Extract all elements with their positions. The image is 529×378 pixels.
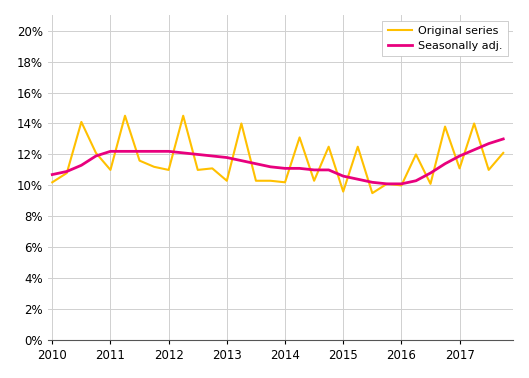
Original series [311, 178, 317, 183]
Original series [166, 168, 172, 172]
Seasonally adj. [267, 164, 273, 169]
Seasonally adj. [457, 154, 463, 158]
Seasonally adj. [384, 181, 390, 186]
Seasonally adj. [253, 161, 259, 166]
Seasonally adj. [325, 168, 332, 172]
Original series [209, 166, 215, 170]
Seasonally adj. [296, 166, 303, 170]
Seasonally adj. [49, 172, 56, 177]
Original series [354, 144, 361, 149]
Original series [253, 178, 259, 183]
Seasonally adj. [413, 178, 419, 183]
Seasonally adj. [354, 177, 361, 181]
Original series [63, 171, 70, 175]
Original series [325, 144, 332, 149]
Seasonally adj. [427, 171, 434, 175]
Original series [384, 181, 390, 186]
Original series [457, 166, 463, 170]
Seasonally adj. [151, 149, 157, 153]
Original series [136, 158, 143, 163]
Seasonally adj. [238, 158, 244, 163]
Line: Original series: Original series [52, 116, 503, 193]
Seasonally adj. [486, 141, 492, 146]
Line: Seasonally adj.: Seasonally adj. [52, 139, 503, 184]
Original series [195, 168, 201, 172]
Seasonally adj. [166, 149, 172, 153]
Seasonally adj. [398, 181, 405, 186]
Original series [122, 113, 128, 118]
Seasonally adj. [369, 180, 376, 184]
Seasonally adj. [122, 149, 128, 153]
Original series [151, 164, 157, 169]
Original series [442, 124, 448, 129]
Seasonally adj. [136, 149, 143, 153]
Seasonally adj. [93, 154, 99, 158]
Seasonally adj. [209, 154, 215, 158]
Original series [267, 178, 273, 183]
Original series [296, 135, 303, 140]
Original series [93, 150, 99, 155]
Legend: Original series, Seasonally adj.: Original series, Seasonally adj. [382, 21, 507, 56]
Original series [78, 120, 85, 124]
Original series [398, 183, 405, 187]
Seasonally adj. [442, 161, 448, 166]
Seasonally adj. [340, 174, 346, 178]
Original series [486, 168, 492, 172]
Original series [282, 180, 288, 184]
Seasonally adj. [282, 166, 288, 170]
Seasonally adj. [500, 137, 506, 141]
Seasonally adj. [195, 152, 201, 157]
Original series [238, 121, 244, 126]
Seasonally adj. [311, 168, 317, 172]
Original series [224, 178, 230, 183]
Original series [427, 181, 434, 186]
Original series [340, 189, 346, 194]
Seasonally adj. [78, 163, 85, 167]
Original series [107, 168, 114, 172]
Seasonally adj. [471, 147, 477, 152]
Original series [49, 180, 56, 184]
Original series [500, 150, 506, 155]
Original series [471, 121, 477, 126]
Original series [180, 113, 186, 118]
Original series [413, 152, 419, 157]
Seasonally adj. [224, 155, 230, 160]
Seasonally adj. [107, 149, 114, 153]
Original series [369, 191, 376, 195]
Seasonally adj. [63, 169, 70, 174]
Seasonally adj. [180, 150, 186, 155]
